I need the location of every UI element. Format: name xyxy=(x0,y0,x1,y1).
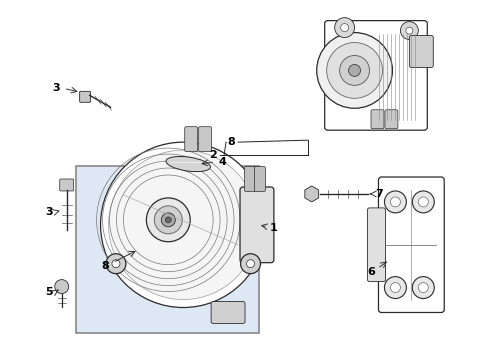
Circle shape xyxy=(391,197,400,207)
FancyBboxPatch shape xyxy=(198,127,212,152)
Text: 1: 1 xyxy=(270,223,278,233)
Text: 5: 5 xyxy=(45,287,52,297)
Circle shape xyxy=(108,150,258,300)
Circle shape xyxy=(400,22,418,40)
Text: 2: 2 xyxy=(209,150,217,160)
FancyBboxPatch shape xyxy=(240,187,274,263)
Text: 8: 8 xyxy=(101,261,109,271)
Circle shape xyxy=(406,27,413,34)
Circle shape xyxy=(385,276,406,298)
Circle shape xyxy=(413,191,434,213)
Text: 7: 7 xyxy=(376,189,383,199)
Circle shape xyxy=(55,280,69,293)
Circle shape xyxy=(348,64,361,76)
Text: 8: 8 xyxy=(227,137,235,147)
Circle shape xyxy=(418,283,428,293)
FancyBboxPatch shape xyxy=(409,36,433,67)
FancyBboxPatch shape xyxy=(368,208,386,282)
Circle shape xyxy=(241,254,261,274)
FancyBboxPatch shape xyxy=(378,177,444,312)
Text: 4: 4 xyxy=(218,157,226,167)
Circle shape xyxy=(385,191,406,213)
FancyBboxPatch shape xyxy=(385,110,398,129)
Text: 6: 6 xyxy=(368,267,375,276)
Circle shape xyxy=(418,197,428,207)
Circle shape xyxy=(317,32,392,108)
Circle shape xyxy=(161,213,175,227)
Circle shape xyxy=(112,260,120,268)
FancyBboxPatch shape xyxy=(185,127,197,152)
Circle shape xyxy=(246,260,254,268)
FancyBboxPatch shape xyxy=(371,110,384,129)
Circle shape xyxy=(106,254,126,274)
Circle shape xyxy=(341,24,348,32)
Circle shape xyxy=(340,55,369,85)
Text: 3: 3 xyxy=(45,207,52,217)
Circle shape xyxy=(147,198,190,242)
Text: 3: 3 xyxy=(52,84,60,93)
FancyBboxPatch shape xyxy=(325,21,427,130)
FancyBboxPatch shape xyxy=(211,302,245,323)
FancyBboxPatch shape xyxy=(80,91,91,102)
FancyBboxPatch shape xyxy=(254,167,266,192)
FancyBboxPatch shape xyxy=(245,167,255,192)
Circle shape xyxy=(154,206,182,234)
Ellipse shape xyxy=(166,157,210,172)
Circle shape xyxy=(327,42,383,98)
Circle shape xyxy=(413,276,434,298)
Circle shape xyxy=(391,283,400,293)
FancyBboxPatch shape xyxy=(60,179,74,191)
FancyBboxPatch shape xyxy=(75,166,259,333)
Circle shape xyxy=(100,142,266,307)
Circle shape xyxy=(165,217,172,223)
Circle shape xyxy=(335,18,355,37)
